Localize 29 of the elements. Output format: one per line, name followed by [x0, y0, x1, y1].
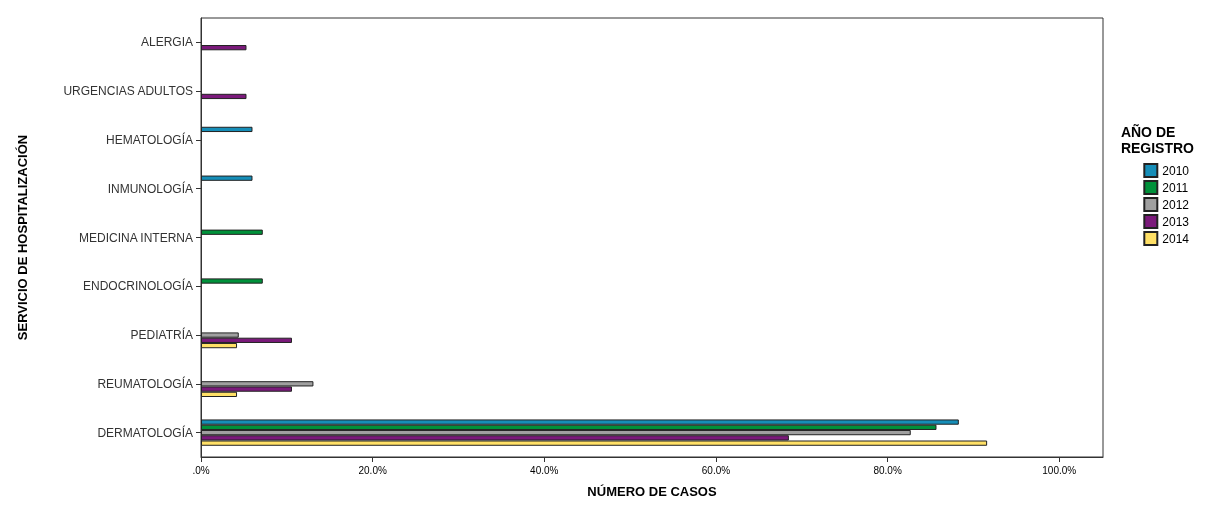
- y-tick-label: DERMATOLOGÍA: [97, 424, 193, 440]
- y-tick-label: HEMATOLOGÍA: [106, 131, 193, 147]
- x-tick-label: 80.0%: [873, 464, 902, 476]
- y-tick-label: ALERGIA: [140, 35, 193, 50]
- y-axis-title: SERVICIO DE HOSPITALIZACIÓN: [15, 134, 30, 341]
- x-tick-label: 20.0%: [358, 464, 387, 476]
- bar: [201, 126, 253, 133]
- x-tick-label: 100.0%: [1042, 464, 1077, 476]
- legend-label: 2011: [1162, 180, 1189, 195]
- y-tick-label: INMUNOLOGÍA: [107, 180, 193, 196]
- legend-label: 2014: [1162, 231, 1190, 246]
- y-tick-label: MEDICINA INTERNA: [78, 230, 193, 245]
- bar: [201, 175, 253, 181]
- bar: [201, 45, 247, 51]
- x-tick-label: 60.0%: [701, 464, 731, 476]
- legend-label: 2010: [1162, 163, 1190, 178]
- y-tick-label: PEDIATRÍA: [130, 327, 193, 343]
- x-axis-title: NÚMERO DE CASOS: [587, 484, 717, 499]
- legend-title: AÑO DE REGISTRO: [1120, 123, 1195, 156]
- legend-label: 2012: [1162, 197, 1190, 212]
- y-tick-label: ENDOCRINOLOGÍA: [82, 278, 193, 294]
- y-tick-label: URGENCIAS ADULTOS: [63, 84, 193, 99]
- bar: [201, 93, 247, 100]
- y-tick-label: REUMATOLOGÍA: [97, 375, 193, 391]
- x-tick-label: 40.0%: [530, 464, 559, 476]
- x-tick-label: .0%: [192, 464, 210, 476]
- legend-label: 2013: [1162, 214, 1190, 229]
- bar: [201, 229, 263, 235]
- bar: [201, 278, 263, 284]
